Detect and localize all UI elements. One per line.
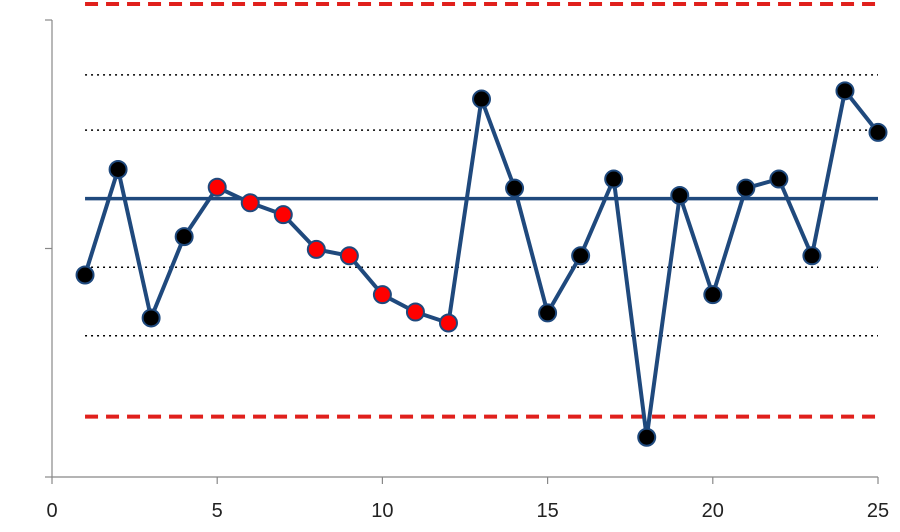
x-tick-label: 25 bbox=[867, 500, 889, 522]
data-point bbox=[868, 122, 888, 142]
data-point bbox=[604, 169, 624, 189]
data-point bbox=[736, 178, 756, 198]
data-point bbox=[769, 169, 789, 189]
data-point-highlighted bbox=[207, 177, 227, 197]
x-tick-label: 10 bbox=[371, 500, 393, 522]
x-tick-label: 0 bbox=[46, 500, 57, 522]
data-point-highlighted bbox=[339, 246, 359, 266]
data-point-highlighted bbox=[273, 205, 293, 225]
data-point bbox=[637, 427, 657, 447]
data-point bbox=[571, 246, 591, 266]
data-point bbox=[75, 265, 95, 285]
data-point bbox=[703, 285, 723, 305]
reference-lines bbox=[85, 2, 878, 419]
data-point bbox=[835, 81, 855, 101]
data-point bbox=[505, 178, 525, 198]
data-point bbox=[670, 185, 690, 205]
data-point bbox=[538, 303, 558, 323]
data-point-highlighted bbox=[306, 239, 326, 259]
data-point-highlighted bbox=[405, 302, 425, 322]
data-point-highlighted bbox=[240, 193, 260, 213]
data-point bbox=[141, 308, 161, 328]
x-tick-label: 5 bbox=[212, 500, 223, 522]
axes-group: 0 5 10 15 20 25 bbox=[45, 19, 889, 522]
data-points bbox=[75, 81, 888, 447]
data-point bbox=[174, 227, 194, 247]
data-point-highlighted bbox=[372, 285, 392, 305]
data-point bbox=[802, 246, 822, 266]
data-point bbox=[108, 159, 128, 179]
data-point bbox=[472, 89, 492, 109]
x-tick-label: 20 bbox=[702, 500, 724, 522]
series-line bbox=[83, 88, 880, 440]
x-tick-label: 15 bbox=[536, 500, 558, 522]
data-point-highlighted bbox=[438, 313, 458, 333]
